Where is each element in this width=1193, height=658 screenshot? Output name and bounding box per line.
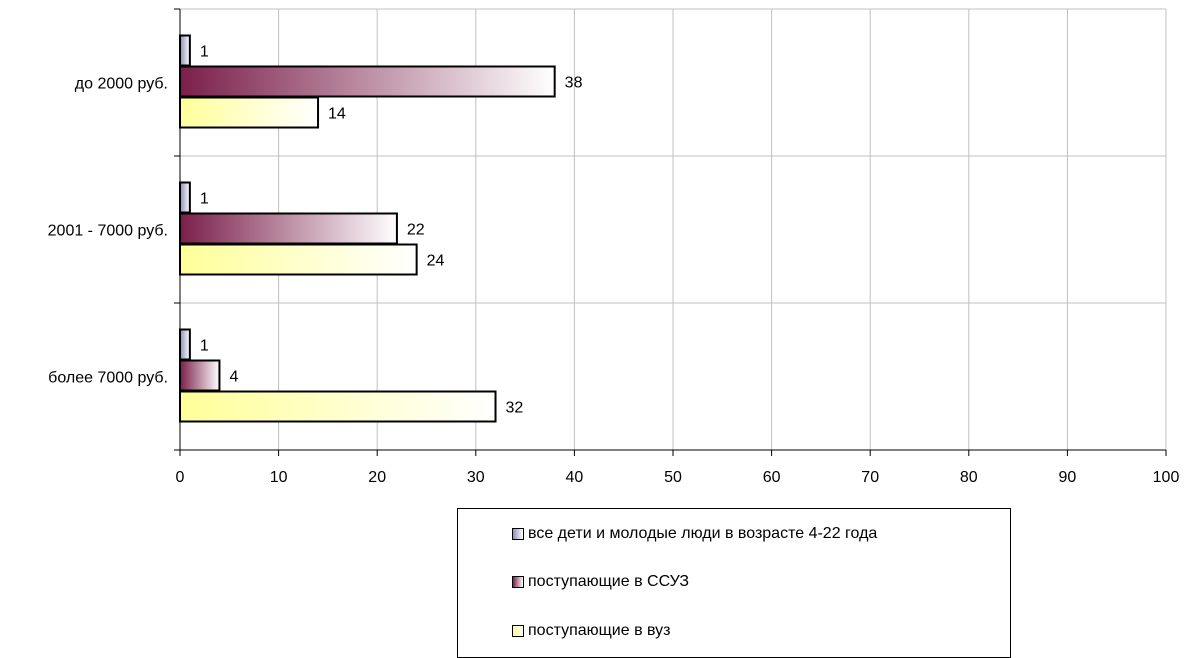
category-label: более 7000 руб. bbox=[48, 370, 168, 387]
x-tick-label: 50 bbox=[664, 469, 682, 486]
bar-ssuz bbox=[179, 359, 221, 392]
x-tick-label: 40 bbox=[566, 469, 584, 486]
data-label: 14 bbox=[328, 106, 346, 123]
bar-ssuz bbox=[179, 65, 556, 98]
legend-label-vuz: поступающие в вуз bbox=[528, 622, 671, 639]
data-label: 1 bbox=[200, 191, 209, 208]
legend-item-vuz: поступающие в вуз bbox=[512, 621, 671, 641]
category-label: до 2000 руб. bbox=[75, 76, 168, 93]
data-label: 24 bbox=[427, 253, 445, 270]
bar-all-children bbox=[179, 328, 191, 361]
data-label: 4 bbox=[229, 369, 238, 386]
data-label: 1 bbox=[200, 44, 209, 61]
data-label: 38 bbox=[565, 75, 583, 92]
x-tick-label: 10 bbox=[270, 469, 288, 486]
x-tick-label: 100 bbox=[1153, 469, 1180, 486]
x-tick-label: 70 bbox=[861, 469, 879, 486]
x-tick-label: 90 bbox=[1059, 469, 1077, 486]
legend-item-ssuz: поступающие в ССУЗ bbox=[512, 572, 689, 592]
bar-vuz bbox=[179, 390, 497, 423]
x-tick-label: 30 bbox=[467, 469, 485, 486]
legend-label-all-children: все дети и молодые люди в возрасте 4-22 … bbox=[528, 525, 878, 542]
bar-vuz bbox=[179, 96, 320, 129]
legend-swatch-ssuz bbox=[512, 576, 524, 588]
data-label: 1 bbox=[200, 338, 209, 355]
legend-swatch-all-children bbox=[512, 528, 524, 540]
category-label: 2001 - 7000 руб. bbox=[48, 223, 168, 240]
x-tick-label: 60 bbox=[763, 469, 781, 486]
bar-ssuz bbox=[179, 212, 398, 245]
data-label: 22 bbox=[407, 222, 425, 239]
data-label: 32 bbox=[506, 400, 524, 417]
x-tick-label: 20 bbox=[368, 469, 386, 486]
bar-all-children bbox=[179, 34, 191, 67]
bar-vuz bbox=[179, 243, 418, 276]
legend: все дети и молодые люди в возрасте 4-22 … bbox=[457, 508, 1011, 658]
x-tick-label: 0 bbox=[176, 469, 185, 486]
legend-swatch-vuz bbox=[512, 625, 524, 637]
legend-label-ssuz: поступающие в ССУЗ bbox=[528, 573, 690, 590]
bar-all-children bbox=[179, 181, 191, 214]
x-tick-label: 80 bbox=[960, 469, 978, 486]
legend-item-all-children: все дети и молодые люди в возрасте 4-22 … bbox=[512, 524, 877, 544]
